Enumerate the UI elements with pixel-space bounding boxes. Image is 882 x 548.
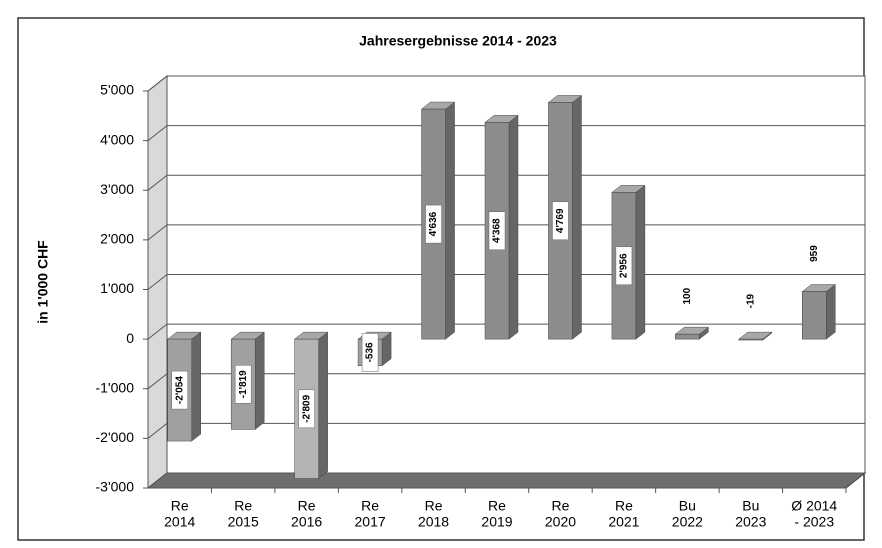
value-label: 4'769	[555, 208, 566, 233]
value-label-box	[552, 201, 569, 241]
bar-side	[318, 331, 328, 480]
x-tick-label: Re	[552, 498, 570, 514]
x-tick-label: 2016	[291, 514, 322, 530]
value-label-box	[425, 204, 442, 244]
x-tick-label: 2022	[672, 514, 703, 530]
y-tick-label: -2'000	[96, 429, 135, 445]
value-label-box	[488, 211, 506, 250]
grid-line-side	[147, 323, 168, 340]
value-label: 2'956	[619, 253, 630, 278]
chart-title: Jahresergebnisse 2014 - 2023	[359, 33, 557, 49]
x-tick-label: Re	[615, 498, 633, 514]
bar-side	[572, 94, 582, 340]
y-tick-label: -3'000	[96, 479, 135, 495]
bar-side	[635, 184, 646, 340]
value-label-box	[234, 365, 252, 404]
grid-line-side	[147, 472, 168, 489]
value-label: -19	[745, 293, 756, 308]
x-tick-label: 2021	[608, 514, 639, 530]
value-label: 4'636	[428, 211, 439, 236]
y-tick-label: 5'000	[100, 82, 134, 98]
y-tick-label: 2'000	[100, 231, 134, 247]
bar-front	[738, 338, 764, 341]
grid-line-side	[147, 224, 168, 241]
x-tick-label: 2014	[164, 514, 195, 530]
x-tick-label: Re	[488, 498, 506, 514]
value-label: 100	[682, 287, 693, 304]
grid-line-side	[147, 422, 168, 439]
bar-side	[826, 284, 836, 340]
bar-front	[675, 333, 700, 340]
value-label: -2'054	[174, 376, 185, 404]
x-tick-label: 2015	[228, 514, 259, 530]
y-tick-label: 0	[126, 330, 134, 346]
floor	[146, 472, 867, 489]
bar-front	[802, 291, 827, 340]
x-tick-label: 2023	[735, 514, 766, 530]
y-tick-label: 3'000	[100, 181, 134, 197]
value-label-box	[298, 389, 315, 429]
x-tick-label: 2020	[545, 514, 576, 530]
x-tick-label: Re	[234, 498, 252, 514]
value-label-box	[615, 246, 633, 286]
grid-line-side	[147, 174, 168, 191]
y-tick-label: 1'000	[100, 280, 134, 296]
value-label: 4'368	[492, 218, 503, 243]
value-label-box	[171, 370, 188, 410]
bar-side	[445, 101, 455, 340]
bar-side	[508, 114, 519, 340]
bar	[801, 284, 837, 340]
x-tick-label: Bu	[679, 498, 696, 514]
value-label: -536	[365, 342, 376, 362]
bar	[738, 331, 773, 341]
x-tick-label: 2019	[481, 514, 512, 530]
y-tick-label: -1'000	[96, 379, 135, 395]
x-tick-label: Re	[361, 498, 379, 514]
y-axis-label: in 1'000 CHF	[35, 240, 51, 324]
x-tick-label: Ø 2014	[791, 498, 837, 514]
bar-side	[191, 331, 201, 442]
grid-line-side	[147, 373, 168, 390]
x-tick-label: 2018	[418, 514, 449, 530]
x-tick-label: Bu	[742, 498, 759, 514]
grid-line-side	[147, 125, 168, 142]
x-tick-label: Re	[425, 498, 443, 514]
y-tick-label: 4'000	[100, 131, 134, 147]
x-tick-label: Re	[171, 498, 189, 514]
x-tick-label: 2017	[355, 514, 386, 530]
value-label: -2'809	[301, 394, 312, 422]
grid-line-side	[147, 274, 168, 290]
value-label: -1'819	[238, 370, 249, 398]
value-label-box	[361, 333, 379, 372]
x-tick-label: Re	[298, 498, 316, 514]
x-tick-label: - 2023	[794, 514, 834, 530]
bar-side	[254, 331, 265, 430]
grid-line-side	[147, 75, 168, 92]
value-label: 959	[809, 245, 820, 262]
bar	[674, 326, 710, 340]
